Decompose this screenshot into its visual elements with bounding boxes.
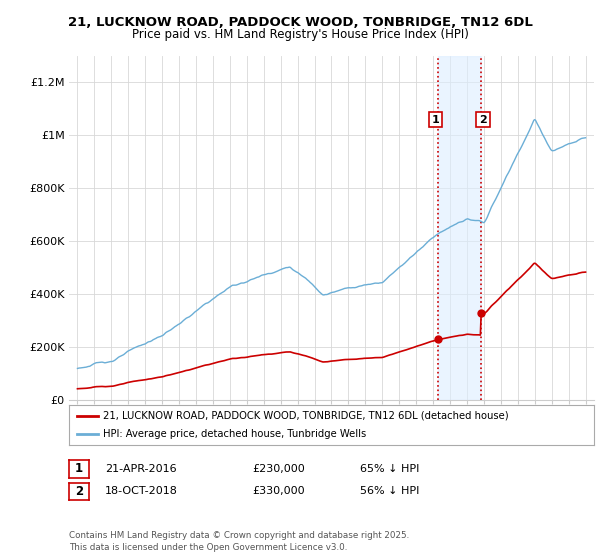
Text: 1: 1 <box>432 115 440 124</box>
Text: 2: 2 <box>75 485 83 498</box>
Text: 1: 1 <box>75 463 83 475</box>
Text: 21-APR-2016: 21-APR-2016 <box>105 464 176 474</box>
Text: Contains HM Land Registry data © Crown copyright and database right 2025.
This d: Contains HM Land Registry data © Crown c… <box>69 531 409 552</box>
Text: 65% ↓ HPI: 65% ↓ HPI <box>360 464 419 474</box>
Text: 2: 2 <box>479 115 487 124</box>
Text: £330,000: £330,000 <box>252 486 305 496</box>
Text: 21, LUCKNOW ROAD, PADDOCK WOOD, TONBRIDGE, TN12 6DL (detached house): 21, LUCKNOW ROAD, PADDOCK WOOD, TONBRIDG… <box>103 411 509 421</box>
Text: £230,000: £230,000 <box>252 464 305 474</box>
Text: 21, LUCKNOW ROAD, PADDOCK WOOD, TONBRIDGE, TN12 6DL: 21, LUCKNOW ROAD, PADDOCK WOOD, TONBRIDG… <box>68 16 532 29</box>
Text: HPI: Average price, detached house, Tunbridge Wells: HPI: Average price, detached house, Tunb… <box>103 430 367 439</box>
Text: 56% ↓ HPI: 56% ↓ HPI <box>360 486 419 496</box>
Text: 18-OCT-2018: 18-OCT-2018 <box>105 486 178 496</box>
Text: Price paid vs. HM Land Registry's House Price Index (HPI): Price paid vs. HM Land Registry's House … <box>131 28 469 41</box>
